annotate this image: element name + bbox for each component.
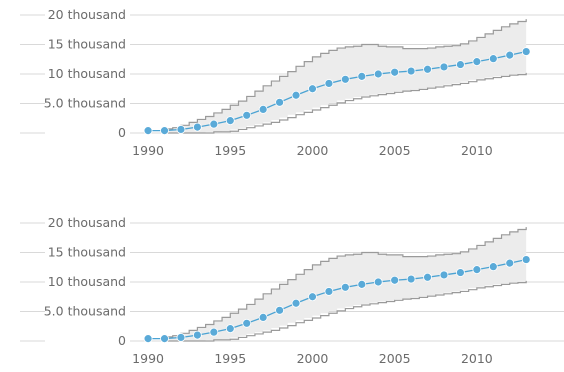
data-point (521, 47, 531, 56)
data-point (258, 312, 268, 322)
y-tick-label: 20 thousand (48, 215, 126, 230)
data-point (324, 287, 334, 296)
chart-panel-bottom: 0 5.0 thousand 10 thousand 15 thousand 20 th… (20, 215, 564, 366)
data-point (242, 318, 252, 328)
data-point (406, 274, 416, 284)
data-point (373, 277, 383, 287)
y-tick-label: 10 thousand (48, 274, 126, 289)
data-point (373, 69, 383, 79)
data-point (488, 54, 498, 64)
x-tick-label: 2005 (379, 351, 411, 366)
y-tick-label: 10 thousand (48, 66, 126, 81)
x-tick-label: 2010 (461, 143, 493, 158)
data-point (472, 57, 482, 67)
data-point (143, 334, 153, 344)
data-point (275, 305, 284, 315)
x-tick-label: 2010 (461, 351, 493, 366)
data-point (406, 66, 416, 76)
y-tick-label: 15 thousand (48, 245, 126, 260)
data-point (390, 275, 400, 285)
data-point (143, 126, 153, 136)
data-point (193, 330, 202, 340)
data-point (521, 255, 531, 264)
data-point (456, 60, 465, 69)
data-point (275, 97, 284, 107)
band-upper-edge (164, 227, 527, 338)
band-upper-edge (164, 19, 527, 130)
x-tick-label: 2000 (297, 143, 329, 158)
band-lower-edge (164, 72, 527, 134)
x-tick-label: 1995 (214, 351, 246, 366)
data-point (340, 282, 350, 292)
x-tick-label: 1990 (132, 143, 164, 158)
data-point (308, 292, 317, 302)
data-point (488, 262, 498, 272)
data-point (340, 74, 350, 84)
y-tick-label: 5.0 thousand (44, 304, 126, 319)
data-point (439, 62, 449, 72)
data-point (423, 64, 432, 74)
data-point (357, 279, 367, 289)
y-tick-label: 20 thousand (48, 7, 126, 22)
data-point (209, 327, 219, 337)
x-tick-label: 2005 (379, 143, 411, 158)
data-point (291, 90, 301, 100)
data-point (357, 71, 367, 81)
data-point (324, 79, 334, 88)
data-point (193, 122, 202, 132)
data-point (308, 84, 317, 94)
data-point (258, 105, 268, 114)
y-tick-label: 5.0 thousand (44, 96, 126, 111)
data-point (505, 258, 515, 268)
data-point (291, 298, 301, 308)
x-tick-label: 2000 (297, 351, 329, 366)
chart-panel-top: 0 5.0 thousand 10 thousand 15 thousand 20 th… (20, 7, 564, 158)
data-point (225, 324, 235, 334)
y-tick-label: 0 (118, 333, 126, 348)
data-point (225, 116, 235, 126)
x-tick-label: 1990 (132, 351, 164, 366)
data-point (390, 67, 400, 77)
y-tick-label: 0 (118, 125, 126, 140)
data-point (423, 272, 432, 282)
data-point (160, 334, 169, 344)
data-point (505, 50, 515, 60)
data-point (439, 270, 449, 280)
x-tick-label: 1995 (214, 143, 246, 158)
y-tick-label: 15 thousand (48, 37, 126, 52)
data-point (160, 126, 169, 136)
data-point (242, 110, 252, 120)
data-point (209, 119, 219, 129)
band-lower-edge (164, 280, 527, 342)
data-point (176, 333, 186, 342)
data-point (472, 265, 482, 275)
data-point (176, 125, 186, 134)
data-point (456, 268, 465, 277)
